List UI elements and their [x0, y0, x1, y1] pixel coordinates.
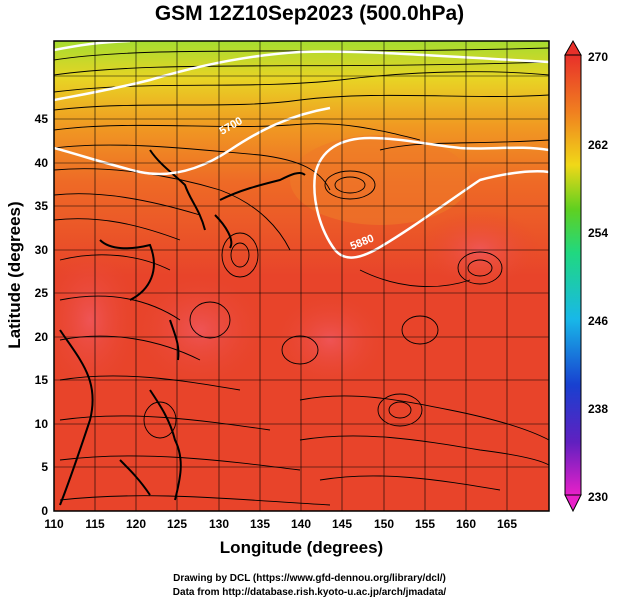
colorbar-tick-label: 230	[588, 490, 608, 504]
y-tick-label: 40	[35, 156, 49, 170]
y-tick-label: 25	[35, 286, 49, 300]
y-tick-label: 30	[35, 243, 49, 257]
streamlines	[54, 47, 549, 506]
lat-lon-grid	[54, 41, 549, 511]
colorbar-tick-label: 246	[588, 314, 608, 328]
x-tick-label: 165	[497, 517, 517, 531]
y-axis-label: Latitude (degrees)	[5, 201, 24, 349]
colorbar-bottom-arrow	[564, 494, 582, 513]
y-tick-label: 15	[35, 373, 49, 387]
drawing-credit: Drawing by DCL (https://www.gfd-dennou.o…	[173, 573, 446, 584]
colorbar-tick-label: 254	[588, 226, 608, 240]
y-tick-label: 20	[35, 330, 49, 344]
x-axis-ticks: 110 115 120 125 130 135 140 145 150 155 …	[44, 517, 517, 531]
colorbar-body	[564, 54, 582, 496]
x-tick-label: 115	[85, 517, 105, 531]
x-tick-label: 150	[374, 517, 394, 531]
data-source-credit: Data from http://database.rish.kyoto-u.a…	[172, 587, 447, 598]
temperature-field	[54, 41, 549, 511]
coastlines	[59, 149, 306, 506]
x-tick-label: 110	[44, 517, 64, 531]
height-contours	[54, 41, 549, 259]
y-tick-label: 45	[35, 112, 49, 126]
colorbar-top-arrow	[564, 39, 582, 56]
x-tick-label: 120	[126, 517, 146, 531]
x-tick-label: 125	[167, 517, 187, 531]
y-tick-label: 0	[41, 504, 48, 518]
x-tick-label: 160	[456, 517, 476, 531]
x-tick-label: 140	[291, 517, 311, 531]
y-tick-label: 35	[35, 199, 49, 213]
x-axis-label: Longitude (degrees)	[219, 538, 384, 557]
x-tick-label: 155	[415, 517, 435, 531]
x-tick-label: 135	[250, 517, 270, 531]
colorbar-tick-label: 270	[588, 50, 608, 64]
colorbar-tick-label: 238	[588, 402, 608, 416]
y-tick-label: 5	[41, 460, 48, 474]
y-axis-ticks: 0 5 10 15 20 25 30 35 40 45	[35, 112, 49, 518]
y-tick-label: 10	[35, 417, 49, 431]
x-tick-label: 145	[332, 517, 352, 531]
chart-title: GSM 12Z10Sep2023 (500.0hPa)	[154, 2, 465, 25]
colorbar: 270 262 254 246 238 230	[564, 39, 608, 513]
colorbar-tick-label: 262	[588, 138, 608, 152]
plot-frame	[53, 40, 550, 512]
x-tick-label: 130	[209, 517, 229, 531]
